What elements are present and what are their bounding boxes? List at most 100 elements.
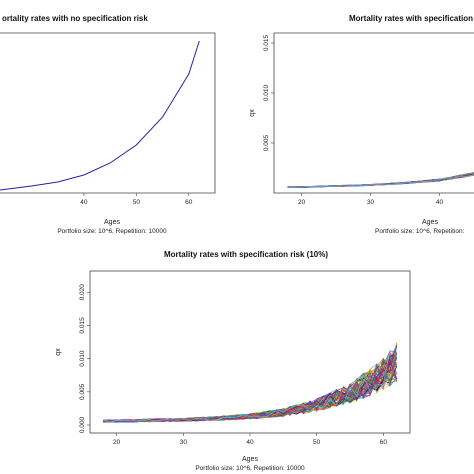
chart2-ylabel: qx <box>249 109 256 117</box>
chart2-simulation-line <box>287 173 474 188</box>
chart2-simulation-line <box>287 173 474 188</box>
chart1-xlabel: Ages <box>104 219 120 226</box>
chart2-simulation-line <box>287 173 474 188</box>
chart3-simulation-line <box>103 344 398 423</box>
x-tick-label: 20 <box>298 199 306 206</box>
chart2-simulation-line <box>287 174 474 188</box>
chart2-simulation-line <box>287 172 474 188</box>
chart2-simulation-line <box>287 174 474 188</box>
chart2-simulation-line <box>287 173 474 188</box>
chart2-simulation-line <box>287 174 474 188</box>
chart2-title: Mortality rates with specification <box>349 14 473 23</box>
chart2-simulation-line <box>287 173 474 188</box>
chart2-simulation-line <box>287 173 474 188</box>
chart2-simulation-line <box>287 174 474 188</box>
chart2-simulation-line <box>287 172 474 188</box>
chart2-simulation-line <box>287 173 474 188</box>
chart2-simulation-line <box>287 173 474 188</box>
chart2-simulation-line <box>287 173 474 188</box>
chart2-series <box>287 172 474 188</box>
chart3-simulation-line <box>103 362 398 423</box>
chart2-simulation-line <box>287 173 474 188</box>
x-tick-label: 30 <box>367 199 375 206</box>
chart3-xlabel: Ages <box>242 456 258 463</box>
chart3-frame <box>89 270 411 434</box>
chart3-caption: Portfolio size: 10^6, Repetition: 10000 <box>195 465 305 472</box>
chart2-simulation-line <box>287 173 474 188</box>
x-tick-label: 50 <box>133 199 141 206</box>
chart-panel-1: ortality rates with no specification ris… <box>0 14 216 235</box>
x-tick-label: 40 <box>80 199 88 206</box>
chart3-simulation-line <box>103 345 398 423</box>
y-tick-label: 0.020 <box>79 284 86 301</box>
chart3-title: Mortality rates with specification risk … <box>164 250 328 259</box>
chart3-simulation-line <box>103 344 398 423</box>
chart2-simulation-line <box>287 174 474 188</box>
chart2-simulation-line <box>287 173 474 188</box>
chart2-simulation-line <box>287 173 474 188</box>
y-tick-label: 0.010 <box>79 350 86 367</box>
chart3-ylabel: qx <box>55 348 62 356</box>
chart2-simulation-line <box>287 174 474 188</box>
chart2-simulation-line <box>287 172 474 188</box>
chart2-simulation-line <box>287 172 474 188</box>
chart2-simulation-line <box>287 172 474 188</box>
y-tick-label: 0.005 <box>79 383 86 400</box>
chart2-simulation-line <box>287 172 474 188</box>
chart2-simulation-line <box>287 174 474 188</box>
chart2-simulation-line <box>287 174 474 188</box>
chart2-x-axis: 20 30 40 <box>298 193 444 206</box>
chart2-simulation-line <box>287 174 474 188</box>
chart2-simulation-line <box>287 172 474 188</box>
chart3-series <box>103 342 398 423</box>
chart2-simulation-line <box>287 173 474 188</box>
chart2-simulation-line <box>287 173 474 188</box>
chart3-y-axis: 0.000 0.005 0.010 0.015 0.020 <box>79 284 90 433</box>
chart2-simulation-line <box>287 174 474 188</box>
y-tick-label: 0.015 <box>263 34 270 51</box>
y-tick-label: 0.005 <box>263 134 270 151</box>
chart2-simulation-line <box>287 173 474 188</box>
chart2-simulation-line <box>287 173 474 188</box>
chart1-x-axis: 40 50 60 <box>80 193 193 206</box>
chart2-simulation-line <box>287 173 474 188</box>
x-tick-label: 40 <box>436 199 444 206</box>
chart2-simulation-line <box>287 174 474 188</box>
x-tick-label: 20 <box>113 439 121 446</box>
x-tick-label: 30 <box>180 439 188 446</box>
chart2-simulation-line <box>287 172 474 188</box>
chart2-simulation-line <box>287 173 474 188</box>
chart2-simulation-line <box>287 173 474 188</box>
y-tick-label: 0.010 <box>263 84 270 101</box>
chart-panel-2: Mortality rates with specification 20 30 4… <box>249 14 474 235</box>
chart2-simulation-line <box>287 173 474 188</box>
x-tick-label: 60 <box>185 199 193 206</box>
chart2-simulation-line <box>287 172 474 188</box>
chart3-simulation-line <box>103 349 397 423</box>
chart2-xlabel: Ages <box>422 219 438 226</box>
x-tick-label: 50 <box>313 439 321 446</box>
x-tick-label: 40 <box>246 439 254 446</box>
chart1-series-line <box>0 40 200 191</box>
chart2-simulation-line <box>287 172 474 188</box>
chart3-x-axis: 20 30 40 50 60 <box>113 433 387 446</box>
chart2-simulation-line <box>287 175 474 188</box>
chart2-simulation-line <box>287 173 474 188</box>
chart2-simulation-line <box>287 174 474 188</box>
chart-panel-3: Mortality rates with specification risk … <box>55 250 411 472</box>
chart3-simulation-line <box>103 345 398 423</box>
chart2-simulation-line <box>287 173 474 188</box>
chart2-simulation-line <box>287 173 474 188</box>
chart3-simulation-line <box>103 342 398 423</box>
y-tick-label: 0.015 <box>79 317 86 334</box>
chart2-simulation-line <box>287 174 474 188</box>
chart2-y-axis: 0.005 0.010 0.015 <box>263 34 274 151</box>
x-tick-label: 60 <box>380 439 388 446</box>
chart2-simulation-line <box>287 174 474 188</box>
chart2-simulation-line <box>287 172 474 188</box>
chart2-simulation-line <box>287 173 474 188</box>
chart2-frame <box>273 32 474 194</box>
chart1-caption: Portfolio size: 10^6, Repetition: 10000 <box>57 228 167 235</box>
chart2-simulation-line <box>287 173 474 188</box>
